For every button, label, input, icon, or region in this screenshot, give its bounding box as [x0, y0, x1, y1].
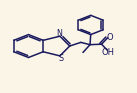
Text: S: S — [58, 54, 63, 63]
Text: OH: OH — [102, 48, 115, 57]
Text: N: N — [57, 29, 62, 38]
Text: O: O — [106, 33, 113, 42]
